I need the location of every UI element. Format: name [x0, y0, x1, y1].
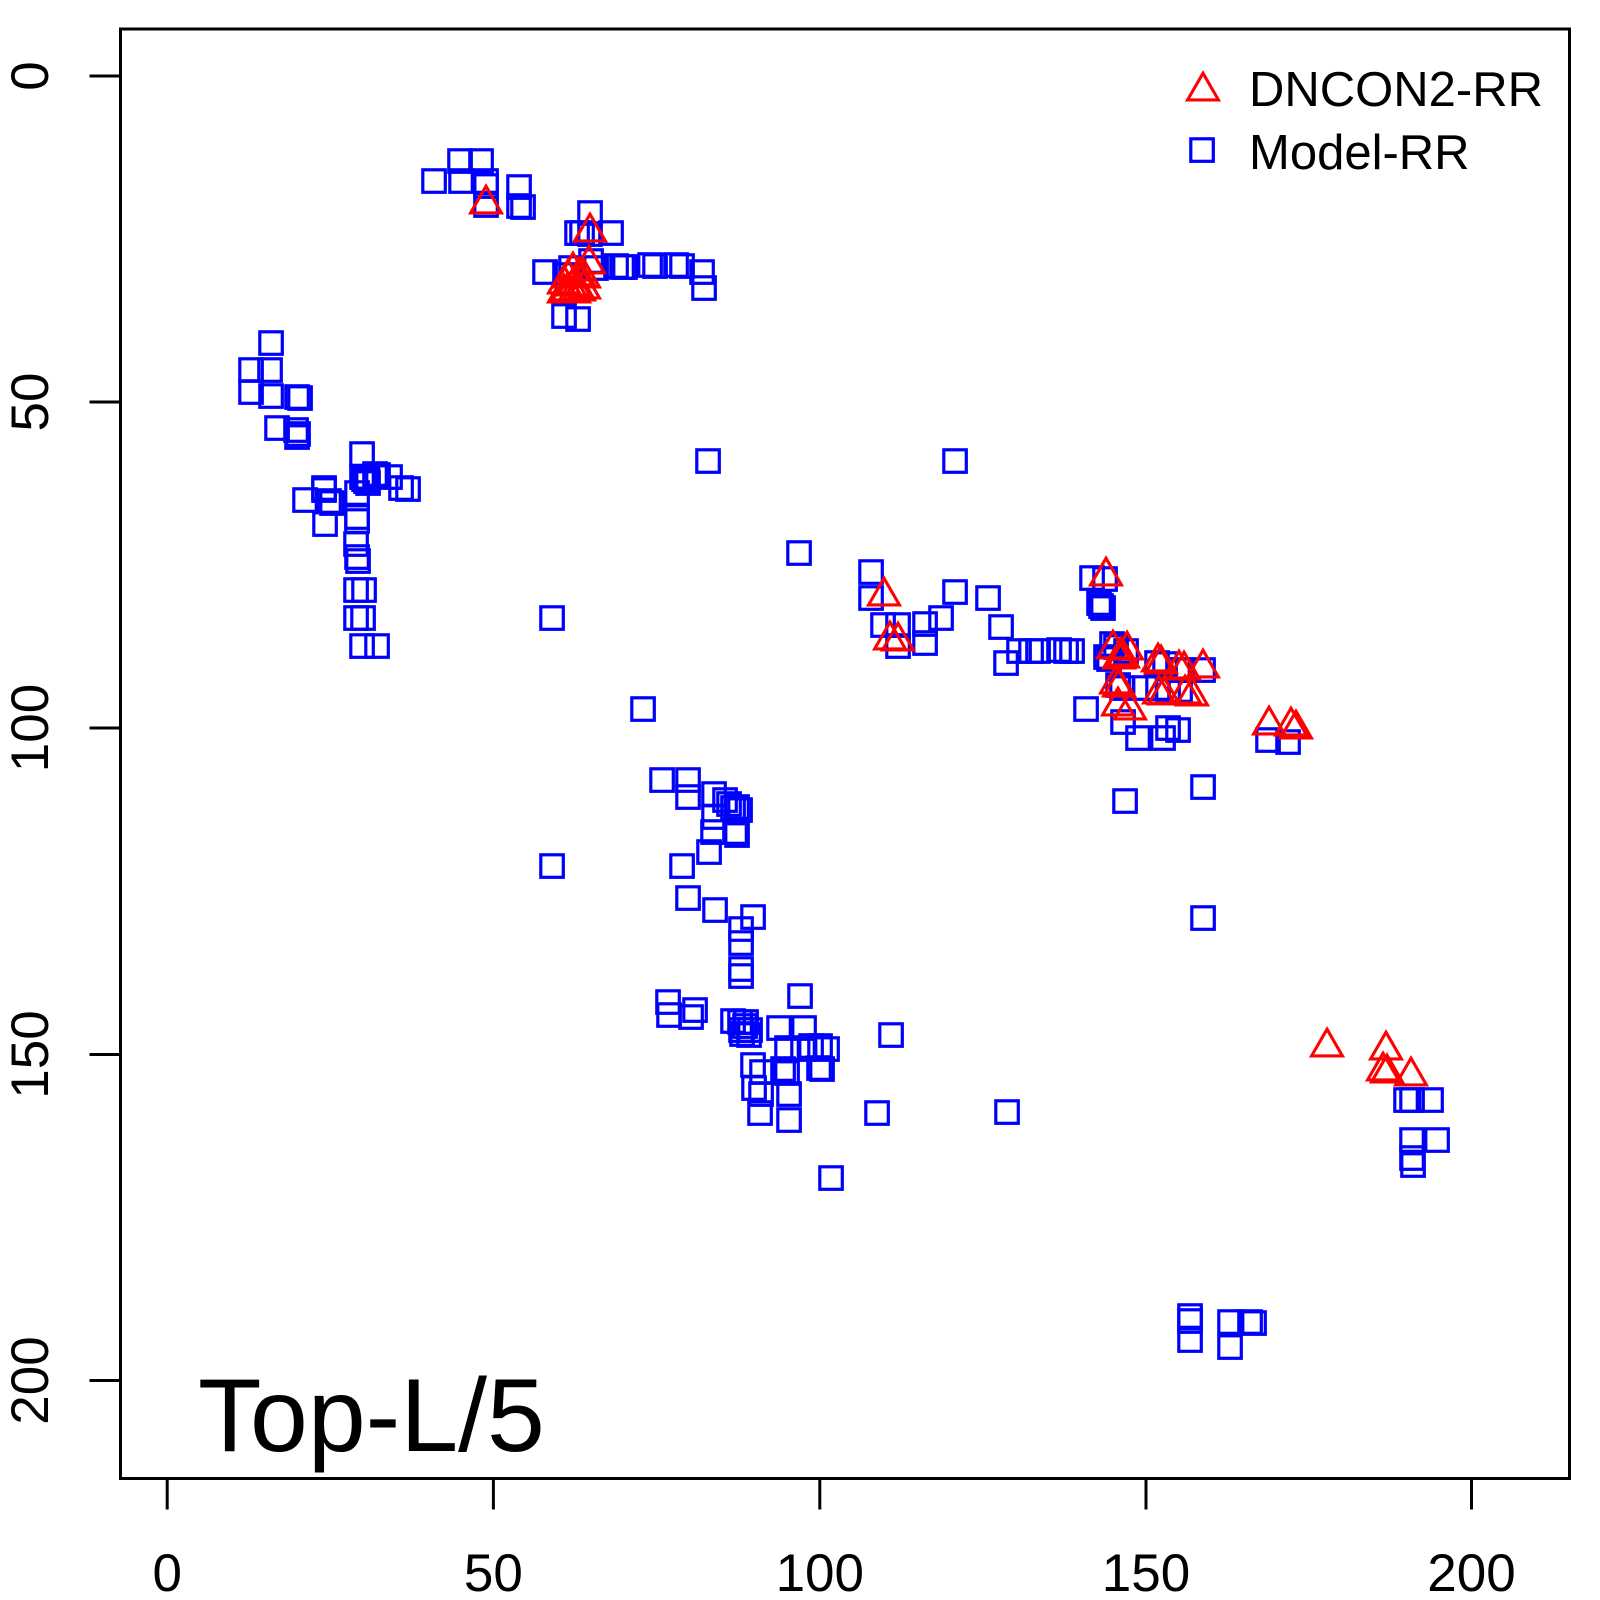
svg-text:Top-L/5: Top-L/5	[198, 1358, 545, 1474]
svg-text:0: 0	[152, 1544, 181, 1600]
svg-text:DNCON2-RR: DNCON2-RR	[1249, 63, 1543, 117]
svg-text:150: 150	[1, 1010, 60, 1098]
svg-text:0: 0	[1, 61, 60, 90]
svg-text:200: 200	[1, 1336, 60, 1424]
svg-text:100: 100	[776, 1544, 864, 1600]
svg-text:50: 50	[464, 1544, 523, 1600]
svg-text:50: 50	[1, 373, 60, 432]
svg-text:Model-RR: Model-RR	[1249, 126, 1470, 180]
svg-text:150: 150	[1102, 1544, 1190, 1600]
svg-text:200: 200	[1427, 1544, 1515, 1600]
svg-text:100: 100	[1, 684, 60, 772]
